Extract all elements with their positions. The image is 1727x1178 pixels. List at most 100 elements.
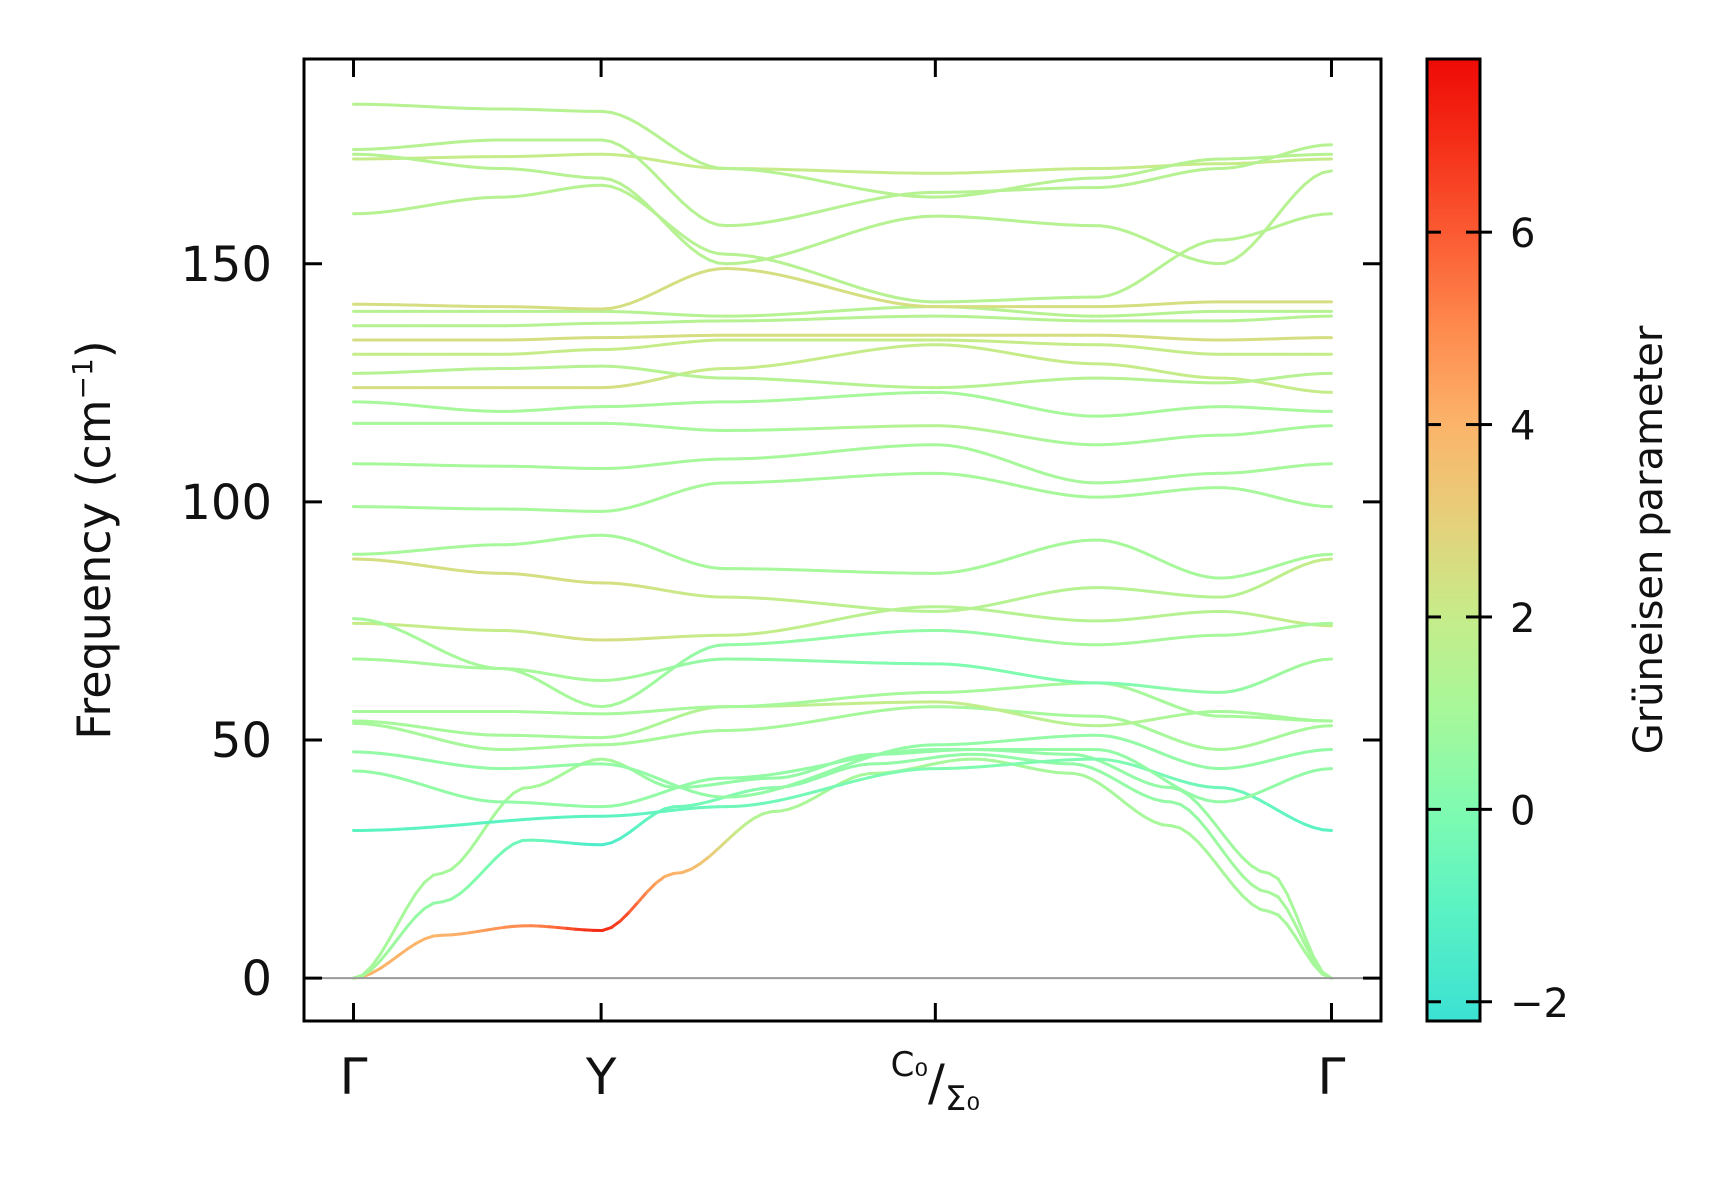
band-optical-175 — [352, 138, 1333, 228]
band-segment — [956, 445, 969, 451]
band-segment — [832, 234, 844, 241]
band-optical-108 — [352, 443, 1333, 485]
band-optical-124 — [352, 343, 1333, 394]
band-segment — [778, 260, 791, 267]
band-segment — [1232, 687, 1245, 693]
band-segment — [1134, 276, 1147, 285]
band-segment — [1152, 368, 1165, 374]
band-segment — [369, 619, 382, 625]
band-segment — [796, 792, 809, 798]
band-segment — [832, 277, 844, 284]
band-segment — [1267, 871, 1280, 881]
band-segment — [538, 779, 551, 787]
band-segment — [796, 777, 809, 785]
band-segment — [1249, 761, 1262, 767]
band-segment — [849, 291, 862, 298]
band-segment — [680, 558, 693, 565]
band-segment — [1258, 759, 1271, 765]
band-segment — [1027, 593, 1040, 599]
band-segment — [805, 357, 818, 363]
colorbar-label: Grüneisen parameter — [1626, 325, 1672, 754]
band-segment — [805, 777, 818, 784]
band-segment — [832, 204, 844, 210]
band-segment — [841, 202, 853, 208]
band-segment — [832, 353, 844, 358]
band-segment — [1125, 772, 1138, 780]
band-segment — [645, 776, 658, 785]
band-segment — [805, 279, 818, 286]
band-segment — [858, 294, 871, 300]
band-segment — [680, 274, 693, 282]
band-segment — [654, 547, 667, 555]
band-segment — [627, 187, 640, 198]
band-segment — [1116, 684, 1129, 690]
band-segment — [974, 604, 987, 610]
band-segment — [885, 748, 898, 754]
band-segment — [672, 192, 684, 204]
band-segment — [698, 646, 711, 653]
band-segment — [654, 875, 667, 885]
band-segment — [1018, 672, 1031, 678]
band-segment — [1134, 809, 1147, 819]
band-segment — [1001, 599, 1013, 604]
band-optical-67 — [352, 657, 1333, 694]
band-segment — [1285, 775, 1298, 782]
band-segment — [760, 256, 773, 262]
band-segment — [645, 290, 658, 298]
band-segment — [796, 266, 809, 272]
band-segment — [1018, 463, 1031, 471]
band-segment — [663, 139, 676, 149]
band-segment — [556, 770, 569, 779]
band-segment — [1223, 786, 1236, 791]
band-segment — [1276, 561, 1289, 567]
band-segment — [1196, 783, 1209, 789]
band-segment — [885, 300, 898, 305]
band-segment — [805, 210, 818, 216]
band-segment — [432, 644, 444, 653]
band-segment — [609, 837, 622, 845]
band-segment — [1276, 496, 1289, 502]
band-segment — [1027, 355, 1040, 360]
band-segment — [458, 742, 471, 748]
band-optical-54 — [352, 700, 1333, 740]
band-segment — [1143, 270, 1156, 280]
band-segment — [1107, 734, 1120, 740]
band-segment — [1241, 588, 1253, 595]
band-segment — [1321, 557, 1333, 562]
band-segment — [1161, 370, 1173, 375]
band-segment — [867, 196, 880, 202]
band-segment — [1054, 541, 1067, 547]
band-acoustic-2 — [352, 752, 1333, 980]
band-segment — [841, 615, 853, 620]
band-segment — [1294, 500, 1307, 506]
band-segment — [1276, 384, 1289, 389]
band-optical-43 — [352, 748, 1333, 809]
band-segment — [841, 280, 853, 287]
band-segment — [796, 766, 809, 772]
band-segment — [1169, 800, 1182, 806]
band-segment — [680, 486, 693, 493]
band-segment — [494, 848, 507, 860]
band-segment — [1001, 556, 1013, 563]
band-segment — [547, 188, 560, 194]
band-segment — [876, 195, 889, 200]
band-segment — [1258, 579, 1271, 588]
band-segment — [1241, 743, 1253, 749]
band-segment — [1152, 696, 1165, 703]
band-segment — [672, 660, 684, 670]
band-segment — [1161, 699, 1173, 707]
band-segment — [1045, 472, 1058, 479]
band-segment — [1134, 722, 1147, 730]
band-segment — [1152, 241, 1165, 249]
band-segment — [423, 783, 436, 790]
band-segment — [1258, 786, 1271, 794]
band-segment — [636, 122, 649, 131]
band-segment — [618, 535, 631, 542]
band-segment — [440, 789, 453, 796]
band-segment — [867, 296, 880, 302]
band-segment — [832, 782, 844, 789]
band-segment — [396, 776, 409, 782]
band-segment — [823, 785, 836, 791]
band-segment — [841, 183, 853, 189]
band-segment — [849, 283, 862, 290]
